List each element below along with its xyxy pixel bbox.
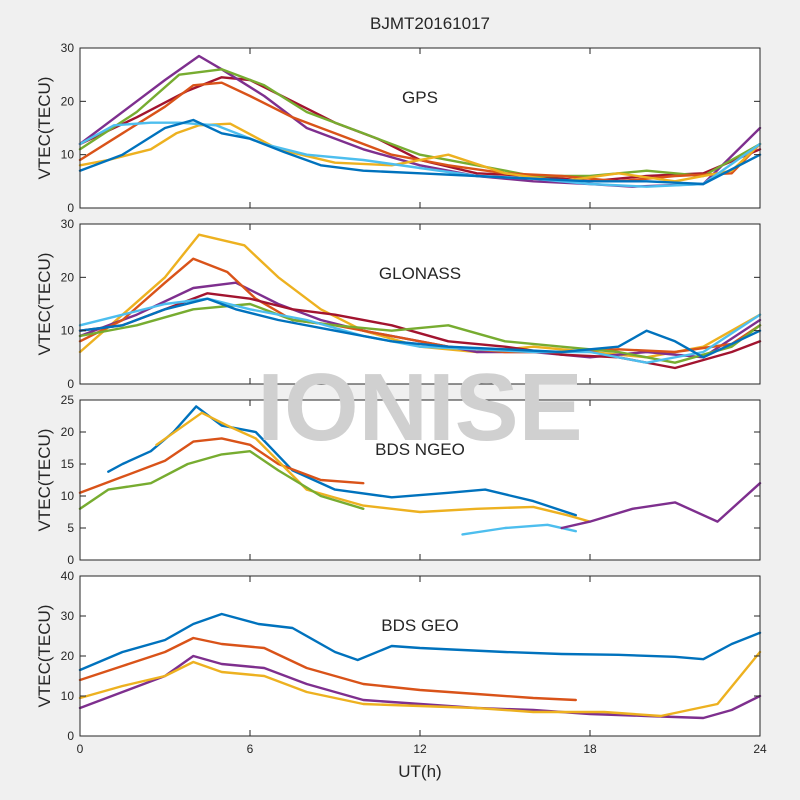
panel-2: 0 10 20 30 GLONASS VTEC(TECU) bbox=[35, 217, 762, 391]
y-axis-label: VTEC(TECU) bbox=[35, 605, 54, 708]
series-line-6 bbox=[78, 121, 762, 188]
plot-area bbox=[80, 48, 760, 208]
series-line-1 bbox=[78, 612, 762, 672]
y-axis-label: VTEC(TECU) bbox=[35, 429, 54, 532]
y-tick-label: 15 bbox=[61, 457, 75, 471]
x-tick-label: 18 bbox=[583, 742, 597, 756]
panel-4: 0 10 20 30 40 BDS GEO VTEC(TECU) bbox=[35, 569, 762, 743]
panel-3: 0 5 10 15 20 25 BDS NGEO VTEC(TECU) bbox=[35, 393, 762, 567]
x-axis: 0 6 12 18 24 bbox=[77, 742, 767, 756]
series-line-2 bbox=[78, 437, 365, 494]
series-line-5 bbox=[78, 122, 762, 183]
series-line-6 bbox=[560, 482, 762, 530]
y-tick-label: 0 bbox=[67, 553, 74, 567]
y-tick-label: 10 bbox=[61, 148, 75, 162]
series-line-3 bbox=[155, 411, 592, 523]
y-tick-label: 30 bbox=[61, 217, 75, 231]
y-tick-label: 20 bbox=[61, 270, 75, 284]
y-tick-label: 30 bbox=[61, 609, 75, 623]
y-axis-label: VTEC(TECU) bbox=[35, 253, 54, 356]
series-line-7 bbox=[78, 118, 762, 186]
x-tick-label: 0 bbox=[77, 742, 84, 756]
plot-area bbox=[80, 400, 760, 560]
series-line-4 bbox=[78, 450, 365, 510]
figure-title: BJMT20161017 bbox=[370, 14, 490, 33]
y-tick-label: 20 bbox=[61, 649, 75, 663]
y-tick-label: 20 bbox=[61, 425, 75, 439]
watermark: IONISE bbox=[257, 354, 582, 461]
series-line-7 bbox=[78, 297, 762, 359]
y-tick-label: 0 bbox=[67, 201, 74, 215]
y-tick-label: 30 bbox=[61, 41, 75, 55]
y-tick-label: 0 bbox=[67, 377, 74, 391]
y-tick-label: 25 bbox=[61, 393, 75, 407]
y-tick-label: 40 bbox=[61, 569, 75, 583]
x-axis-label: UT(h) bbox=[398, 762, 441, 781]
series-line-4 bbox=[78, 292, 762, 370]
x-tick-label: 24 bbox=[753, 742, 767, 756]
series-line-4 bbox=[78, 81, 762, 183]
y-tick-label: 10 bbox=[61, 489, 75, 503]
series-line-1 bbox=[107, 405, 577, 517]
y-axis-label: VTEC(TECU) bbox=[35, 77, 54, 180]
y-tick-label: 20 bbox=[61, 94, 75, 108]
y-tick-label: 0 bbox=[67, 729, 74, 743]
panel-title: BDS NGEO bbox=[375, 440, 465, 459]
series-line-3 bbox=[78, 654, 762, 720]
y-tick-label: 10 bbox=[61, 324, 75, 338]
panel-1: 0 10 20 30 GPS VTEC(TECU) bbox=[35, 41, 762, 215]
panel-title: GLONASS bbox=[379, 264, 461, 283]
panels: 0 10 20 30 GPS VTEC(TECU) 0 10 20 30 GLONASS VTEC(T… bbox=[35, 41, 762, 743]
y-tick-label: 5 bbox=[67, 521, 74, 535]
y-tick-label: 10 bbox=[61, 689, 75, 703]
series-line-3 bbox=[78, 68, 762, 178]
series-line-4 bbox=[78, 650, 762, 718]
panel-title: BDS GEO bbox=[381, 616, 458, 635]
series-line-2 bbox=[78, 636, 577, 702]
series-line-5 bbox=[78, 302, 762, 364]
series-line-3 bbox=[78, 257, 762, 354]
panel-title: GPS bbox=[402, 88, 438, 107]
x-tick-label: 12 bbox=[413, 742, 427, 756]
x-tick-label: 6 bbox=[247, 742, 254, 756]
